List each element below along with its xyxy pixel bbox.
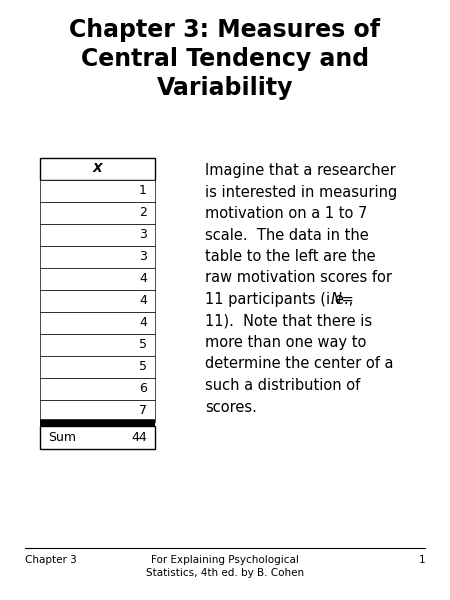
Bar <box>40 224 155 246</box>
Text: motivation on a 1 to 7: motivation on a 1 to 7 <box>205 206 367 221</box>
Text: 44: 44 <box>131 431 147 444</box>
Text: X: X <box>93 163 102 175</box>
Bar <box>40 180 155 202</box>
Text: determine the center of a: determine the center of a <box>205 356 393 371</box>
Text: Chapter 3: Chapter 3 <box>25 555 77 565</box>
Bar <box>40 400 155 422</box>
Text: such a distribution of: such a distribution of <box>205 378 360 393</box>
Text: table to the left are the: table to the left are the <box>205 249 376 264</box>
Text: more than one way to: more than one way to <box>205 335 366 350</box>
Text: 3: 3 <box>139 251 147 263</box>
Text: 11 participants (i.e.,: 11 participants (i.e., <box>205 292 358 307</box>
Text: 1: 1 <box>139 185 147 197</box>
Text: 3: 3 <box>139 229 147 241</box>
Text: 11).  Note that there is: 11). Note that there is <box>205 313 372 329</box>
Bar <box>40 202 155 224</box>
Text: is interested in measuring: is interested in measuring <box>205 185 397 199</box>
Text: 5: 5 <box>139 361 147 373</box>
Text: Sum: Sum <box>48 431 76 444</box>
Text: N: N <box>331 292 342 307</box>
Bar <box>40 426 155 449</box>
Bar <box>40 290 155 312</box>
Text: 7: 7 <box>139 404 147 418</box>
Bar <box>40 334 155 356</box>
Text: 5: 5 <box>139 338 147 352</box>
Bar <box>40 268 155 290</box>
Text: Chapter 3: Measures of
Central Tendency and
Variability: Chapter 3: Measures of Central Tendency … <box>69 18 381 100</box>
Bar <box>40 356 155 378</box>
Text: raw motivation scores for: raw motivation scores for <box>205 271 392 286</box>
Bar <box>40 158 155 180</box>
Text: 6: 6 <box>139 383 147 395</box>
Bar <box>40 378 155 400</box>
Text: 4: 4 <box>139 317 147 329</box>
Text: Imagine that a researcher: Imagine that a researcher <box>205 163 396 178</box>
Text: scores.: scores. <box>205 400 257 415</box>
Text: 4: 4 <box>139 272 147 286</box>
Bar <box>40 246 155 268</box>
Bar <box>40 312 155 334</box>
Text: scale.  The data in the: scale. The data in the <box>205 227 369 242</box>
Text: 4: 4 <box>139 295 147 307</box>
Text: 1: 1 <box>418 555 425 565</box>
Text: 2: 2 <box>139 206 147 220</box>
Text: =: = <box>338 292 359 307</box>
Text: For Explaining Psychological
Statistics, 4th ed. by B. Cohen: For Explaining Psychological Statistics,… <box>146 555 304 578</box>
